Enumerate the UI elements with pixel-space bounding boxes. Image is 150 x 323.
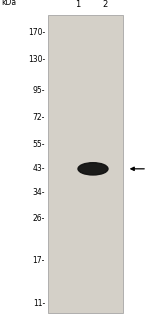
Text: 72-: 72- bbox=[33, 113, 45, 122]
Text: 26-: 26- bbox=[33, 214, 45, 223]
FancyBboxPatch shape bbox=[48, 15, 123, 313]
Text: 34-: 34- bbox=[33, 188, 45, 197]
Text: 17-: 17- bbox=[33, 256, 45, 265]
Text: 1: 1 bbox=[75, 0, 81, 9]
Text: 95-: 95- bbox=[33, 86, 45, 95]
Text: 55-: 55- bbox=[33, 140, 45, 149]
Text: kDa: kDa bbox=[2, 0, 17, 7]
Text: 43-: 43- bbox=[33, 164, 45, 173]
Text: 130-: 130- bbox=[28, 55, 45, 64]
Text: 11-: 11- bbox=[33, 299, 45, 308]
Ellipse shape bbox=[78, 163, 108, 175]
Text: 2: 2 bbox=[102, 0, 108, 9]
Text: 170-: 170- bbox=[28, 28, 45, 37]
